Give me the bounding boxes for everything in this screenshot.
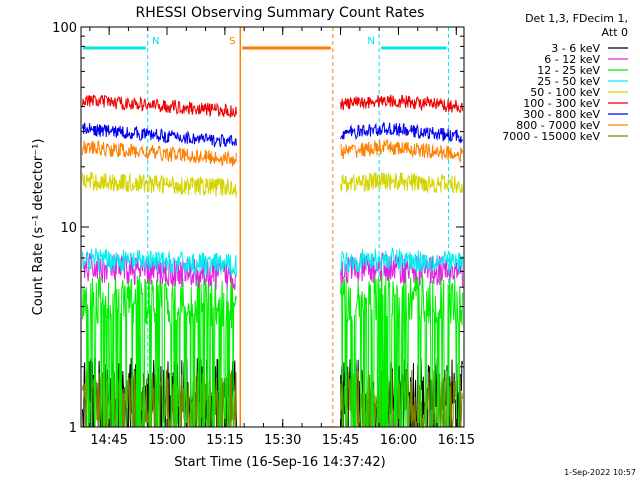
axes-group: 14:45 15:00 15:15 15:30 15:45 16:00 16:15 1 10 10… [52,21,475,448]
series-group [82,94,463,429]
series-line [82,94,237,118]
series-line [340,122,463,144]
series-line [340,247,463,274]
series-line [82,171,237,198]
series-line [82,140,237,167]
x-tick-label: 15:45 [322,433,359,448]
x-tick-label: 14:45 [90,433,127,448]
series-line [340,252,463,287]
x-tick-label: 16:00 [380,433,417,448]
y-tick-label: 10 [60,221,77,236]
legend-label: 800 - 7000 keV [516,119,600,132]
series-line [340,138,463,164]
x-tick-label: 15:00 [148,433,185,448]
y-axis-label: Count Rate (s⁻¹ detector⁻¹) [31,139,46,316]
night-flag-label: N [367,36,374,47]
legend-label: 100 - 300 keV [523,97,600,110]
night-flag-label: N [152,36,159,47]
series-line [82,272,237,428]
y-tick-label: 100 [52,21,77,36]
chart-title: RHESSI Observing Summary Count Rates [136,5,425,21]
y-tick-label: 1 [69,421,77,436]
series-line [340,94,463,114]
series-line [340,172,463,195]
legend-label: 3 - 6 keV [551,42,600,55]
series-line [340,269,463,428]
legend-header: Det 1,3, FDecim 1, [525,12,628,25]
legend-label: 12 - 25 keV [537,64,600,77]
series-line [82,248,237,277]
x-tick-label: 15:30 [264,433,301,448]
legend-label: 300 - 800 keV [523,108,600,121]
legend-label: 7000 - 15000 keV [502,130,600,143]
legend-label: 25 - 50 keV [537,75,600,88]
x-axis-label: Start Time (16-Sep-16 14:37:42) [174,455,385,470]
legend-header: Att 0 [602,26,628,39]
legend-label: 6 - 12 keV [544,53,600,66]
series-line [82,122,237,148]
x-tick-label: 15:15 [206,433,243,448]
observing-flags: N NS [83,27,450,427]
saa-flag-label: S [229,36,235,47]
legend-label: 50 - 100 keV [530,86,600,99]
x-tick-label: 16:15 [438,433,475,448]
footer-timestamp: 1-Sep-2022 10:57 [564,468,636,477]
